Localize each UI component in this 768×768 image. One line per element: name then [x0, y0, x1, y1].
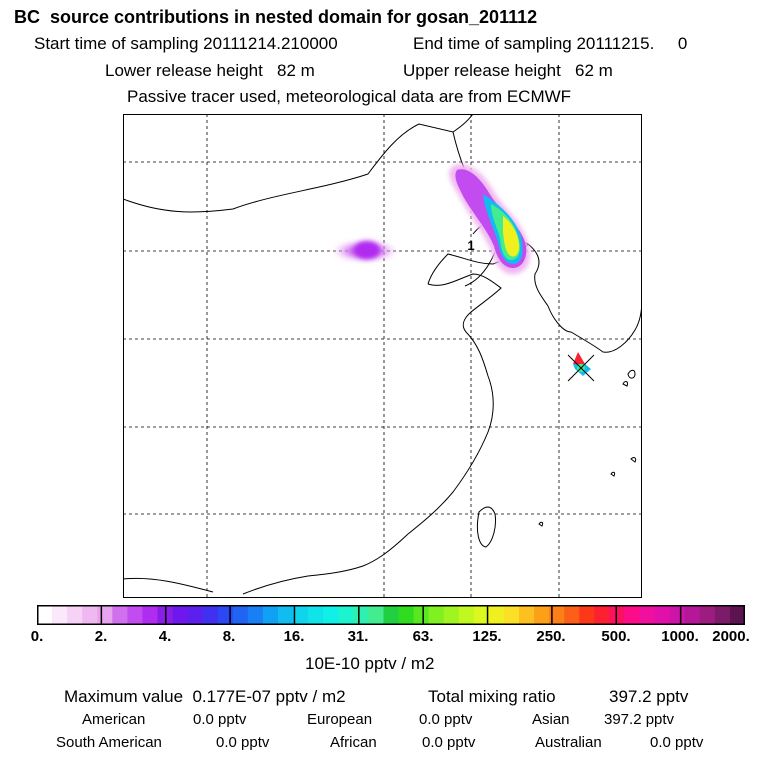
colorbar-tick-label: 125.	[472, 628, 502, 645]
colorbar-tick-label: 63.	[412, 628, 434, 645]
colorbar-swatch	[338, 605, 354, 625]
colorbar-border	[37, 605, 745, 625]
colorbar-swatch	[519, 605, 535, 625]
colorbar-tick-label: 1000.	[661, 628, 699, 645]
colorbar-swatch	[699, 605, 716, 625]
colorbar-swatch	[52, 605, 68, 625]
colorbar-swatch	[413, 605, 430, 625]
colorbar-tick-label: 8.	[222, 628, 236, 645]
colorbar-swatch	[112, 605, 128, 625]
region-value: 0.0 pptv	[422, 734, 476, 751]
colorbar-swatch	[609, 605, 626, 625]
colorbar-swatch	[639, 605, 656, 625]
region-value: 0.0 pptv	[216, 734, 270, 751]
tracer-note: Passive tracer used, meteorological data…	[127, 87, 572, 106]
map-panel: 1	[123, 114, 642, 598]
colorbar-swatch	[293, 605, 309, 625]
colorbar-swatch	[82, 605, 98, 625]
colorbar-swatch	[579, 605, 595, 625]
region-name: African	[330, 734, 377, 751]
colorbar-swatch	[534, 605, 550, 625]
colorbar-swatch	[142, 605, 159, 625]
colorbar-swatch	[488, 605, 505, 625]
region-value: 0.0 pptv	[650, 734, 704, 751]
plot-title: BC source contributions in nested domain…	[14, 7, 538, 27]
colorbar-swatch	[368, 605, 385, 625]
colorbar-tick-label: 31.	[347, 628, 369, 645]
colorbar-swatch	[458, 605, 475, 625]
colorbar-tick-label: 250.	[536, 628, 566, 645]
colorbar-swatch	[549, 605, 565, 625]
colorbar-swatch	[624, 605, 641, 625]
lower-release-height: Lower release height 82 m	[105, 61, 315, 80]
colorbar-tick-label: 2.	[94, 628, 108, 645]
colorbar-swatch	[473, 605, 490, 625]
colorbar-tick-label: 4.	[158, 628, 172, 645]
start-time-label: Start time of sampling 20111214.210000	[34, 34, 338, 53]
colorbar-swatch	[202, 605, 219, 625]
colorbar-swatch	[37, 605, 53, 625]
colorbar-swatch	[398, 605, 415, 625]
colorbar-swatch	[443, 605, 460, 625]
colorbar-swatch	[232, 605, 249, 625]
colorbar-swatch	[654, 605, 671, 625]
total-mixing-value: 397.2 pptv	[609, 687, 689, 706]
colorbar-swatch	[308, 605, 324, 625]
colorbar-swatch	[383, 605, 400, 625]
region-value: 397.2 pptv	[604, 711, 675, 728]
colorbar-swatch	[278, 605, 294, 625]
region-value: 0.0 pptv	[419, 711, 473, 728]
colorbar-swatch	[714, 605, 731, 625]
colorbar-units: 10E-10 pptv / m2	[305, 654, 435, 673]
colorbar-swatch	[669, 605, 686, 625]
colorbar-swatch	[353, 605, 369, 625]
colorbar-tick-label: 500.	[601, 628, 631, 645]
tracer-plume	[331, 164, 530, 275]
end-time-label: End time of sampling 20111215. 0	[413, 34, 688, 53]
upper-release-height: Upper release height 62 m	[403, 61, 613, 80]
colorbar-swatch	[503, 605, 520, 625]
colorbar-tick-label: 2000.	[712, 628, 750, 645]
colorbar-swatch	[729, 605, 745, 625]
colorbar-swatch	[323, 605, 339, 625]
region-name: American	[82, 711, 146, 728]
colorbar-swatch	[67, 605, 83, 625]
receptor-marker	[567, 352, 595, 382]
colorbar-swatch	[247, 605, 264, 625]
colorbar-swatch	[428, 605, 445, 625]
max-value-label: Maximum value 0.177E-07 pptv / m2	[64, 687, 346, 706]
colorbar-swatch	[564, 605, 580, 625]
colorbar-swatch	[684, 605, 701, 625]
colorbar-tick-label: 0.	[30, 628, 44, 645]
colorbar-swatch	[187, 605, 204, 625]
colorbar-swatch	[217, 605, 234, 625]
region-value: 0.0 pptv	[193, 711, 247, 728]
colorbar-swatch	[172, 605, 189, 625]
colorbar	[37, 605, 745, 625]
colorbar-swatch	[594, 605, 611, 625]
total-mixing-label: Total mixing ratio	[428, 687, 556, 706]
islands	[476, 369, 637, 548]
region-name: Asian	[532, 711, 570, 728]
region-name: Australian	[535, 734, 602, 751]
release-point-label: 1	[467, 238, 474, 253]
region-name: European	[307, 711, 373, 728]
colorbar-tick-label: 16.	[283, 628, 305, 645]
map-frame	[123, 114, 642, 598]
region-name: South American	[56, 734, 162, 751]
colorbar-swatch	[262, 605, 279, 625]
colorbar-swatch	[97, 605, 113, 625]
colorbar-swatch	[127, 605, 144, 625]
